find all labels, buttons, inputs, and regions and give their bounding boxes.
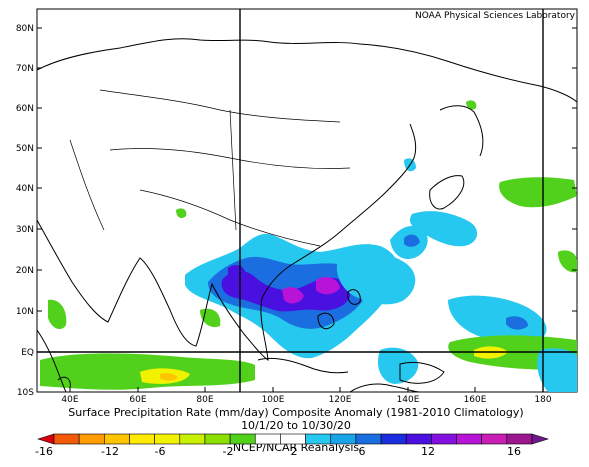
- colorbar-swatch: [179, 433, 206, 445]
- colorbar-tick-label: -16: [35, 445, 53, 458]
- anomaly-purple-bengal: [228, 265, 246, 283]
- coastlines: [37, 38, 577, 392]
- lat-label-10n: 10N: [16, 307, 34, 317]
- colorbar: [36, 433, 550, 445]
- colorbar-swatch: [53, 433, 80, 445]
- colorbar-tick-label: -6: [155, 445, 166, 458]
- colorbar-tick-label: 2: [291, 445, 298, 458]
- lon-label-60e: 60E: [129, 395, 146, 405]
- lat-label-30n: 30N: [16, 225, 34, 235]
- lon-ticks: [69, 387, 476, 392]
- colorbar-tick-label: -2: [223, 445, 234, 458]
- anomaly-blue-east-china-sea: [404, 234, 420, 247]
- colorbar-swatch: [154, 433, 181, 445]
- colorbar-swatch: [330, 433, 357, 445]
- colorbar-swatch: [531, 433, 550, 445]
- lat-label-40n: 40N: [16, 184, 34, 194]
- anomaly-shading: [40, 100, 577, 392]
- colorbar-swatch: [431, 433, 457, 445]
- lat-label-10s: 10S: [17, 388, 34, 398]
- colorbar-swatch: [506, 433, 533, 445]
- lat-label-20n: 20N: [16, 266, 34, 276]
- colorbar-swatch: [405, 433, 432, 445]
- lat-label-eq: EQ: [21, 348, 34, 358]
- lat-label-80n: 80N: [16, 24, 34, 34]
- anomaly-green-japan: [558, 250, 577, 273]
- anomaly-cyan-maritime-continent: [377, 347, 419, 384]
- anomaly-orange-indian-ocean: [160, 373, 178, 381]
- colorbar-swatch: [229, 433, 256, 445]
- credit-label: NOAA Physical Sciences Laboratory: [415, 11, 576, 21]
- colorbar-swatch: [129, 433, 155, 445]
- colorbar-labels: -16 -12 -6 -2 2 6 12 16: [35, 445, 521, 458]
- colorbar-swatch: [254, 433, 281, 445]
- lon-label-100e: 100E: [262, 395, 285, 405]
- anomaly-cyan-date-line-south: [537, 348, 577, 392]
- colorbar-swatch: [280, 433, 306, 445]
- anomaly-cyan-kuroshio: [410, 211, 478, 247]
- anomaly-magenta-philippines: [316, 277, 340, 295]
- colorbar-tick-label: 16: [507, 445, 521, 458]
- anomaly-green-arabian-sea: [48, 299, 67, 330]
- anomaly-green-siberia: [466, 100, 477, 110]
- figure-title: Surface Precipitation Rate (mm/day) Comp…: [68, 406, 523, 419]
- lon-label-180: 180: [534, 395, 551, 405]
- colorbar-swatch: [36, 433, 55, 445]
- colorbar-swatch: [204, 433, 231, 445]
- figure-period: 10/1/20 to 10/30/20: [241, 419, 351, 432]
- lon-label-80e: 80E: [196, 395, 213, 405]
- anomaly-magenta-south-china-sea: [282, 287, 304, 304]
- anomaly-green-tibet: [176, 208, 187, 218]
- anomaly-blue-central-pacific: [506, 316, 528, 330]
- lon-labels: 40E 60E 80E 100E 120E 140E 160E 180: [61, 395, 551, 405]
- colorbar-swatch: [380, 433, 407, 445]
- lat-label-50n: 50N: [16, 144, 34, 154]
- colorbar-swatch: [355, 433, 382, 445]
- anomaly-cyan-central-pacific: [448, 295, 547, 343]
- colorbar-swatch: [78, 433, 105, 445]
- colorbar-swatch: [305, 433, 332, 445]
- lon-label-140e: 140E: [397, 395, 420, 405]
- lat-label-60n: 60N: [16, 104, 34, 114]
- colorbar-swatch: [456, 433, 482, 445]
- lat-label-70n: 70N: [16, 64, 34, 74]
- colorbar-swatch: [104, 433, 130, 445]
- colorbar-tick-label: 6: [359, 445, 366, 458]
- colorbar-swatch: [481, 433, 508, 445]
- colorbar-tick-label: -12: [101, 445, 119, 458]
- lat-ticks: [37, 27, 577, 353]
- colorbar-tick-label: 12: [421, 445, 435, 458]
- lat-labels: 80N 70N 60N 50N 40N 30N 20N 10N EQ 10S: [16, 24, 34, 398]
- lon-label-120e: 120E: [329, 395, 352, 405]
- lon-label-40e: 40E: [61, 395, 78, 405]
- anomaly-green-north-pacific: [499, 177, 577, 208]
- lon-label-160e: 160E: [464, 395, 487, 405]
